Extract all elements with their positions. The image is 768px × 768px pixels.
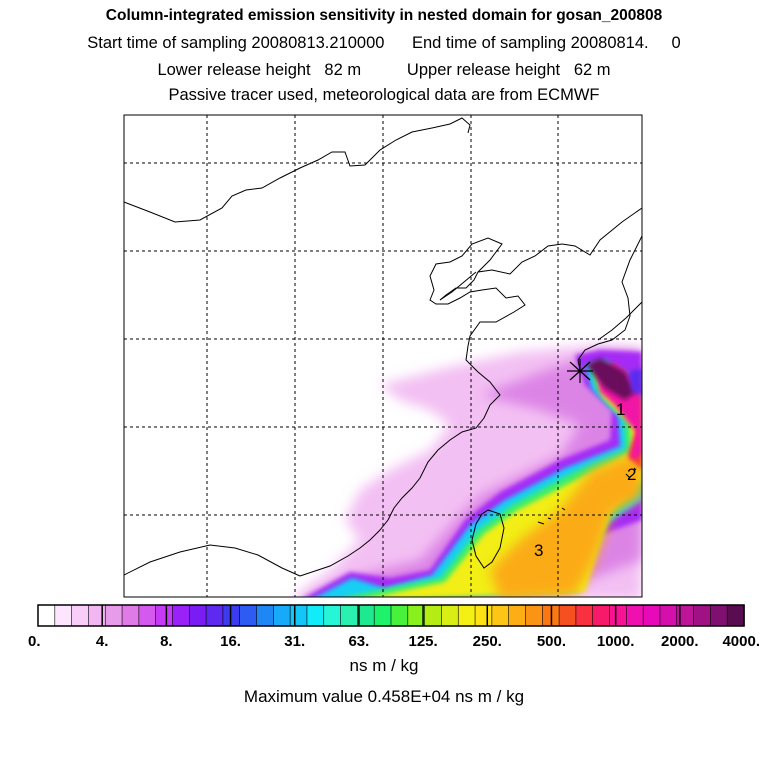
colorbar-tick-label: 31.: [284, 633, 305, 650]
colorbar-tick-label: 16.: [220, 633, 241, 650]
colorbar-cell: [138, 604, 157, 627]
release-site-marker: [567, 359, 593, 383]
lat-lon-grid: [124, 115, 642, 597]
colorbar-cell: [592, 604, 611, 627]
colorbar-tick-label: 0.: [28, 633, 41, 650]
annotation-3: 3: [534, 541, 543, 560]
colorbar-cell: [508, 604, 527, 627]
field-core-purple: [586, 358, 636, 400]
coast-korea-north: [439, 207, 642, 301]
colorbar-cell: [659, 604, 678, 627]
colorbar-cell: [323, 604, 342, 627]
colorbar-tick-label: 4.: [96, 633, 109, 650]
colorbar-cell: [424, 604, 443, 627]
colorbar-cell: [306, 604, 325, 627]
lower-release-label: Lower release height 82 m: [157, 61, 362, 79]
colorbar-cell: [172, 604, 190, 627]
colorbar-cell: [121, 604, 140, 627]
colorbar: [37, 604, 745, 627]
annotation-2: 2: [627, 465, 636, 484]
coast-japan: [597, 301, 642, 341]
sampling-time-line: Start time of sampling 20080813.210000 E…: [0, 34, 768, 53]
max-value-label: Maximum value 0.458E+04 ns m / kg: [243, 687, 525, 706]
colorbar-cell: [575, 604, 594, 627]
colorbar-cell: [441, 604, 459, 627]
colorbar-cell: [155, 604, 174, 627]
colorbar-cell: [273, 604, 291, 627]
colorbar-cell: [457, 604, 476, 627]
coast-bohai: [429, 237, 526, 347]
tracer-note: Passive tracer used, meteorological data…: [168, 86, 600, 104]
field-orange: [490, 450, 642, 597]
colorbar-tick-label: 250.: [473, 633, 502, 650]
coast-taiwan: [471, 509, 505, 569]
colorbar-cell: [256, 604, 275, 627]
colorbar-cell: [71, 604, 90, 627]
colorbar-cell: [558, 604, 577, 627]
annotation-1: 1: [616, 400, 625, 419]
colorbar-unit-label: ns m / kg: [349, 656, 419, 675]
colorbar-cell: [693, 604, 712, 627]
coast-south-china: [124, 544, 301, 577]
colorbar-tick-label: 2000.: [661, 633, 699, 650]
colorbar-cell: [626, 604, 644, 627]
colorbar-cell: [357, 604, 375, 627]
coast-east-china: [299, 345, 501, 577]
map-frame: [123, 114, 643, 598]
colorbar-cell: [239, 604, 258, 627]
chart-title: Column-integrated emission sensitivity i…: [105, 7, 663, 24]
colorbar-cell: [491, 604, 510, 627]
colorbar-cell: [88, 604, 106, 627]
start-time-label: Start time of sampling 20080813.210000: [87, 34, 385, 52]
colorbar-cell: [726, 604, 745, 627]
upper-release-label: Upper release height 62 m: [406, 61, 611, 79]
colorbar-cell: [205, 604, 224, 627]
colorbar-cell: [222, 604, 241, 627]
colorbar-cell: [642, 604, 661, 627]
colorbar-tick-label: 4000.: [722, 633, 760, 650]
colorbar-cell: [104, 604, 123, 627]
colorbar-cell: [373, 604, 392, 627]
colorbar-cell: [54, 604, 73, 627]
colorbar-cell: [289, 604, 308, 627]
coast-korea-south: [577, 235, 642, 371]
colorbar-tick-label: 125.: [408, 633, 437, 650]
colorbar-cell: [525, 604, 543, 627]
colorbar-cell: [188, 604, 207, 627]
colorbar-cell: [37, 604, 56, 627]
colorbar-tick-label: 1000.: [597, 633, 635, 650]
coast-islands: [537, 467, 637, 525]
colorbar-cell: [474, 604, 493, 627]
coastlines: [124, 117, 642, 577]
colorbar-tick-label: 63.: [348, 633, 369, 650]
colorbar-cell: [340, 604, 359, 627]
colorbar-cell: [609, 604, 628, 627]
colorbar-tick-label: 8.: [160, 633, 173, 650]
field-east-blue: [628, 368, 642, 395]
end-time-label: End time of sampling 20080814. 0: [411, 34, 681, 52]
colorbar-cell: [390, 604, 409, 627]
map-plot-area: 1 2 3: [124, 115, 642, 597]
colorbar-ticks: 0. 4. 8. 16. 31. 63. 125. 250. 500. 1000. 2000. 400…: [28, 605, 760, 650]
colorbar-frame: [37, 604, 745, 627]
colorbar-cell: [710, 604, 728, 627]
release-height-line: Lower release height 82 m Upper release …: [0, 61, 768, 80]
coast-north: [124, 117, 471, 223]
colorbar-tick-label: 500.: [537, 633, 566, 650]
